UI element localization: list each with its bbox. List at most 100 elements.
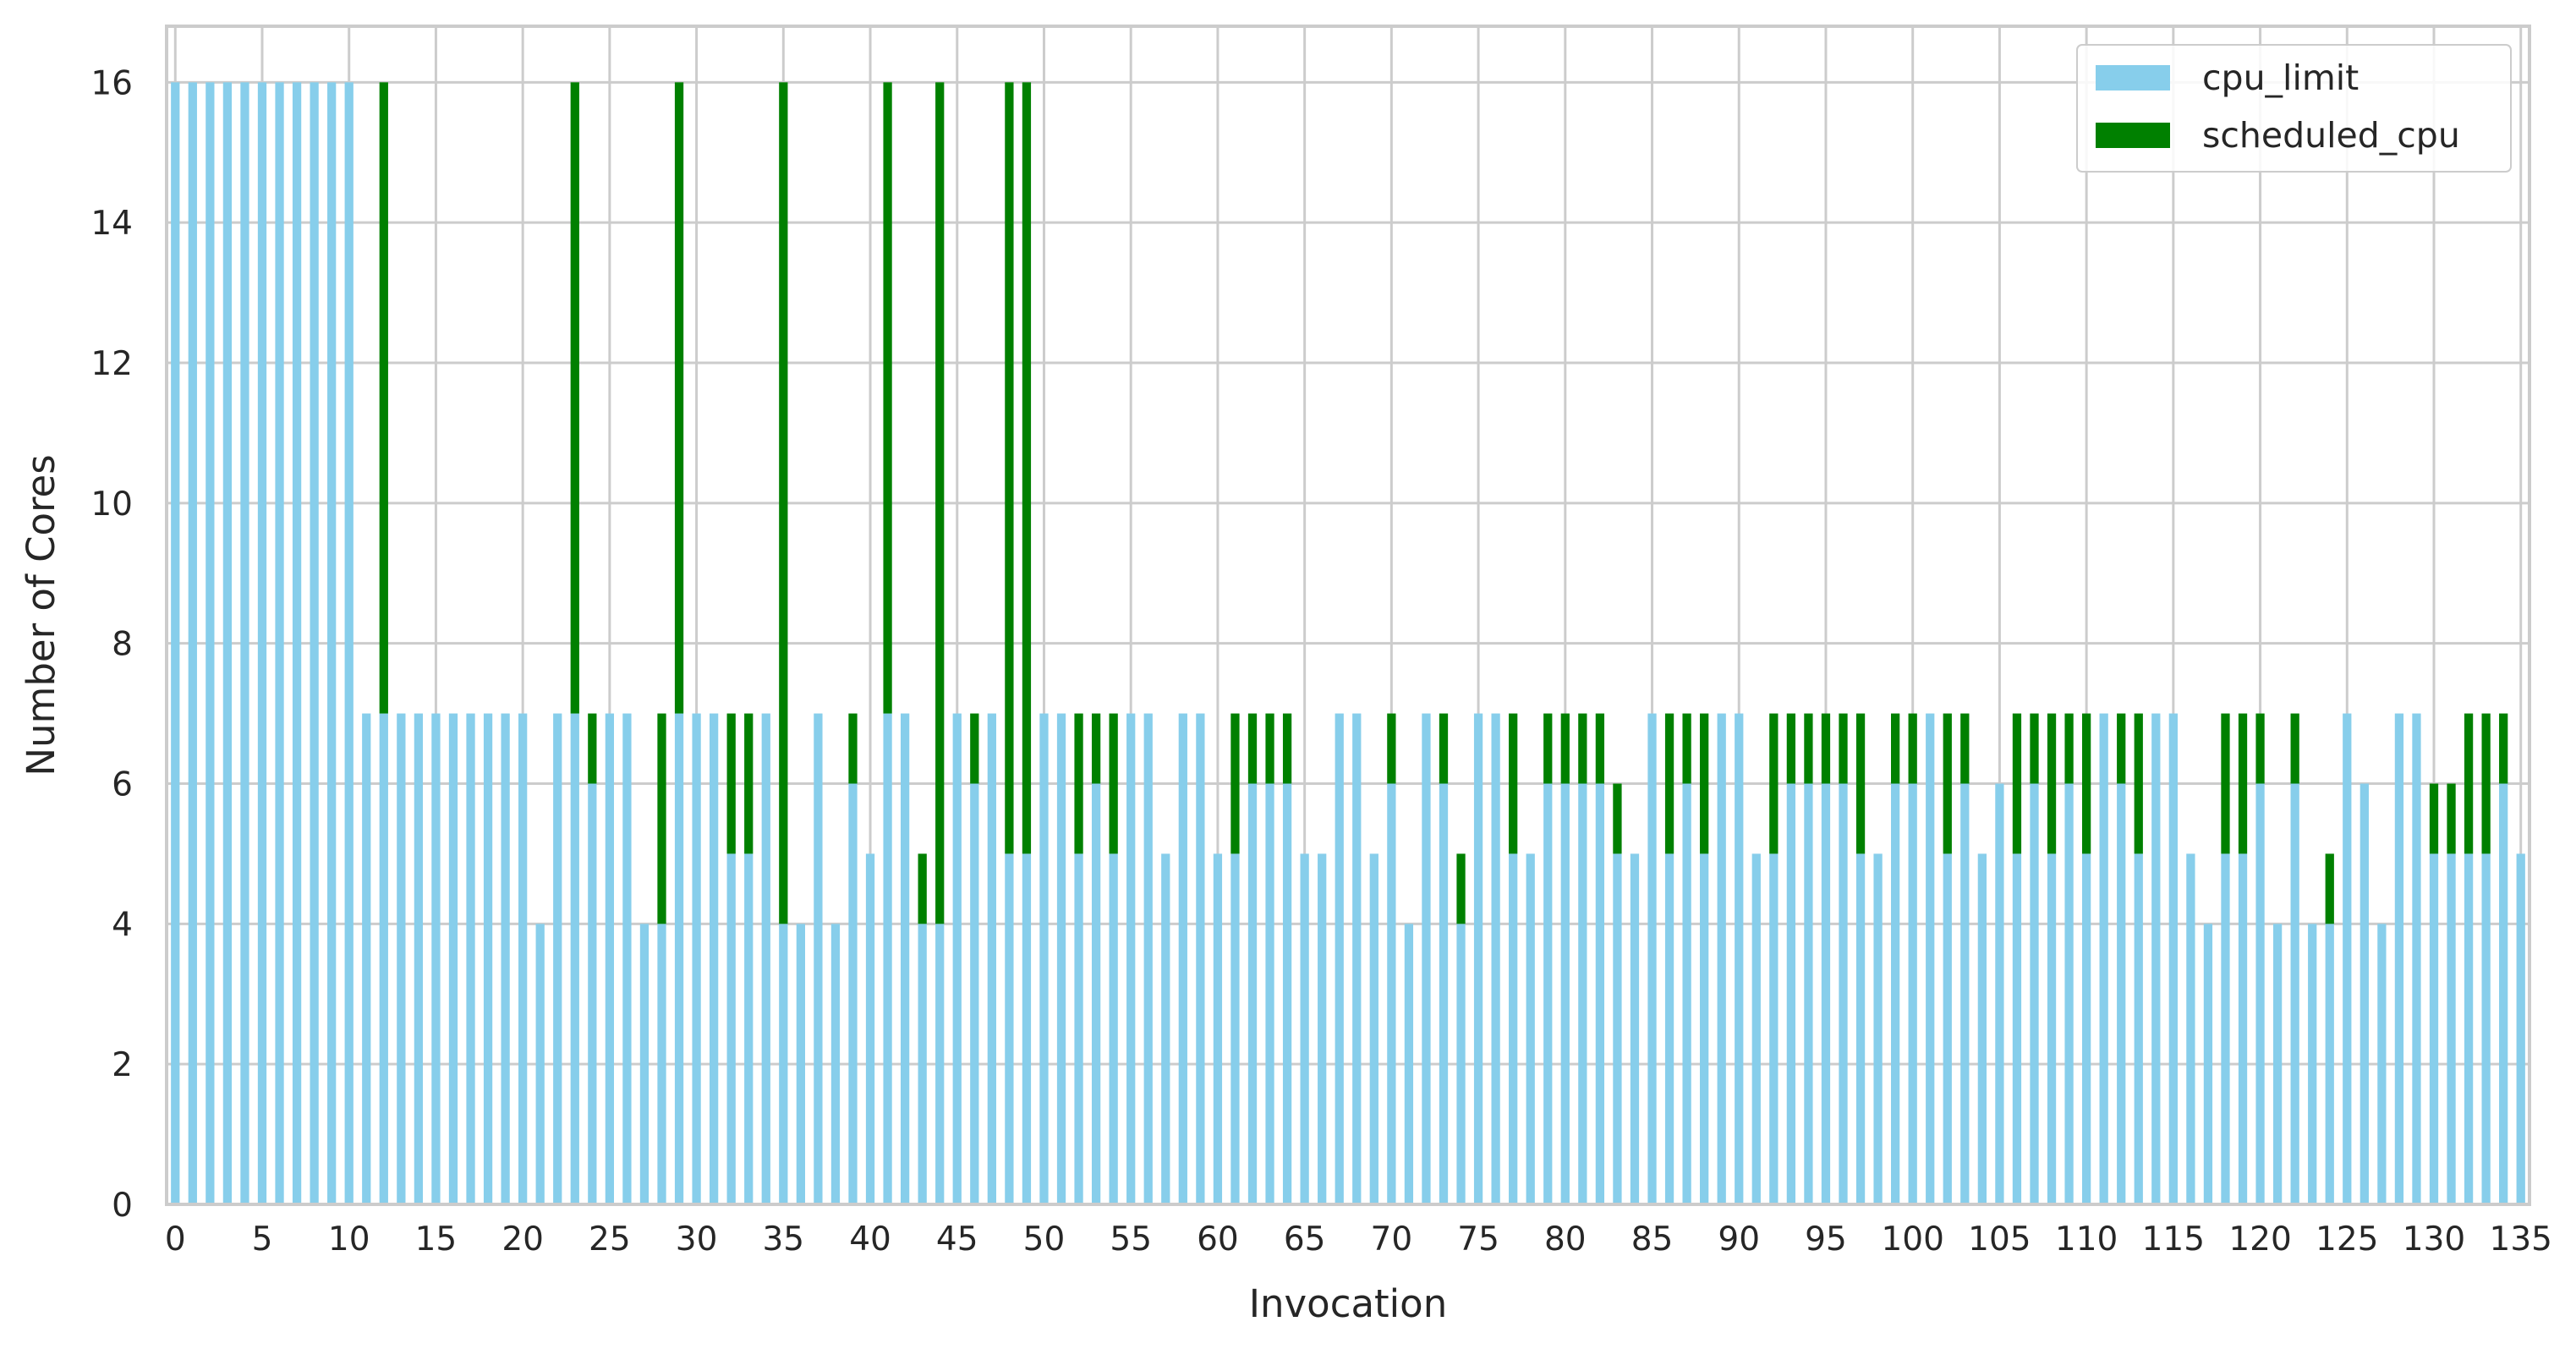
bar-cpu-limit-86	[1664, 853, 1674, 1204]
bar-cpu-limit-76	[1491, 713, 1500, 1204]
bar-cpu-limit-33	[744, 853, 754, 1204]
bar-scheduled-cpu-29	[674, 82, 684, 714]
bar-scheduled-cpu-86	[1664, 713, 1674, 854]
x-tick-label: 90	[1718, 1220, 1760, 1259]
bar-scheduled-cpu-124	[2325, 853, 2334, 924]
bar-cpu-limit-111	[2099, 713, 2108, 1204]
x-tick-label: 45	[936, 1220, 978, 1259]
legend: cpu_limit scheduled_cpu	[2076, 44, 2512, 173]
bar-scheduled-cpu-28	[657, 713, 666, 924]
bar-cpu-limit-48	[1005, 853, 1014, 1204]
bar-cpu-limit-93	[1786, 783, 1796, 1204]
bar-cpu-limit-13	[397, 713, 406, 1204]
bar-cpu-limit-73	[1439, 783, 1449, 1204]
y-axis-label: Number of Cores	[19, 454, 63, 776]
bar-cpu-limit-99	[1891, 783, 1900, 1204]
bar-cpu-limit-71	[1404, 924, 1414, 1204]
bar-cpu-limit-42	[900, 713, 910, 1204]
bar-cpu-limit-130	[2429, 853, 2439, 1204]
bar-cpu-limit-129	[2412, 713, 2421, 1204]
bar-cpu-limit-17	[466, 713, 475, 1204]
bar-cpu-limit-63	[1265, 783, 1274, 1204]
bar-cpu-limit-79	[1543, 783, 1553, 1204]
bar-cpu-limit-83	[1613, 853, 1622, 1204]
bar-cpu-limit-134	[2499, 783, 2508, 1204]
bar-scheduled-cpu-81	[1578, 713, 1587, 784]
y-tick-label: 8	[112, 626, 133, 664]
bar-cpu-limit-6	[275, 82, 284, 1204]
y-tick-labels: 0 2 4 6 8 10 12 14 16	[90, 64, 133, 1225]
bar-cpu-limit-3	[222, 82, 233, 1204]
y-tick-label: 12	[90, 345, 133, 383]
x-tick-label: 55	[1110, 1220, 1152, 1259]
bar-scheduled-cpu-54	[1109, 713, 1118, 854]
bar-cpu-limit-19	[501, 713, 510, 1204]
bar-cpu-limit-0	[171, 82, 180, 1204]
bar-cpu-limit-41	[883, 713, 892, 1204]
x-tick-label: 15	[415, 1220, 458, 1259]
bar-cpu-limit-90	[1735, 713, 1744, 1204]
bar-cpu-limit-96	[1839, 783, 1848, 1204]
bar-scheduled-cpu-87	[1682, 713, 1691, 784]
x-tick-label: 100	[1881, 1220, 1943, 1259]
legend-swatch-scheduled-cpu	[2096, 123, 2170, 148]
legend-swatch-cpu-limit	[2096, 65, 2170, 90]
bar-cpu-limit-110	[2081, 853, 2091, 1204]
y-tick-label: 0	[112, 1187, 133, 1225]
bar-cpu-limit-80	[1560, 783, 1570, 1204]
bar-cpu-limit-124	[2325, 924, 2334, 1204]
bar-cpu-limit-65	[1300, 853, 1309, 1204]
bar-scheduled-cpu-32	[726, 713, 736, 854]
bar-cpu-limit-52	[1074, 853, 1083, 1204]
bar-scheduled-cpu-62	[1247, 713, 1258, 784]
x-tick-label: 70	[1371, 1220, 1413, 1259]
bar-cpu-limit-125	[2343, 713, 2352, 1204]
bar-scheduled-cpu-99	[1891, 713, 1900, 784]
bar-scheduled-cpu-70	[1387, 713, 1396, 784]
bar-cpu-limit-55	[1126, 713, 1136, 1204]
bar-cpu-limit-2	[206, 82, 215, 1204]
bar-cpu-limit-128	[2394, 713, 2404, 1204]
bar-cpu-limit-23	[570, 713, 579, 1204]
bar-scheduled-cpu-52	[1074, 713, 1083, 854]
bar-cpu-limit-68	[1352, 713, 1362, 1204]
bar-cpu-limit-29	[674, 713, 684, 1204]
bar-scheduled-cpu-53	[1091, 713, 1101, 784]
bar-cpu-limit-64	[1282, 783, 1292, 1204]
x-axis-label: Invocation	[1249, 1281, 1447, 1326]
x-tick-labels: 0 5 10 15 20 25 30 35 40 45 50 55 60 65 70 75 80 85 90 95 10…	[165, 1220, 2552, 1259]
x-tick-label: 0	[165, 1220, 186, 1259]
bar-scheduled-cpu-64	[1282, 713, 1292, 784]
bar-cpu-limit-89	[1717, 713, 1726, 1204]
bar-cpu-limit-127	[2377, 924, 2387, 1204]
bar-cpu-limit-43	[918, 924, 927, 1204]
bar-cpu-limit-35	[779, 924, 788, 1204]
bar-scheduled-cpu-103	[1960, 713, 1970, 784]
bar-cpu-limit-46	[970, 783, 979, 1204]
bar-scheduled-cpu-79	[1543, 713, 1553, 784]
x-tick-label: 50	[1023, 1220, 1066, 1259]
x-tick-label: 35	[762, 1220, 804, 1259]
bar-scheduled-cpu-23	[570, 82, 579, 714]
bar-cpu-limit-20	[518, 713, 528, 1204]
bar-cpu-limit-135	[2516, 853, 2525, 1204]
bar-scheduled-cpu-74	[1456, 853, 1466, 924]
legend-box	[2076, 44, 2512, 173]
bar-cpu-limit-60	[1213, 853, 1223, 1204]
bar-cpu-limit-115	[2168, 713, 2178, 1204]
x-tick-label: 80	[1544, 1220, 1587, 1259]
bar-cpu-limit-117	[2203, 924, 2213, 1204]
bar-scheduled-cpu-63	[1265, 713, 1274, 784]
x-tick-label: 135	[2490, 1220, 2552, 1259]
bar-cpu-limit-85	[1647, 713, 1657, 1204]
bar-cpu-limit-51	[1056, 713, 1066, 1204]
bar-scheduled-cpu-132	[2464, 713, 2474, 854]
bar-cpu-limit-27	[639, 924, 649, 1204]
bar-scheduled-cpu-95	[1821, 713, 1831, 784]
x-tick-label: 40	[849, 1220, 891, 1259]
bar-cpu-limit-121	[2272, 924, 2283, 1204]
bar-cpu-limit-14	[414, 713, 424, 1204]
bar-cpu-limit-104	[1977, 853, 1987, 1204]
y-tick-label: 16	[90, 64, 133, 102]
bar-cpu-limit-98	[1873, 853, 1883, 1204]
